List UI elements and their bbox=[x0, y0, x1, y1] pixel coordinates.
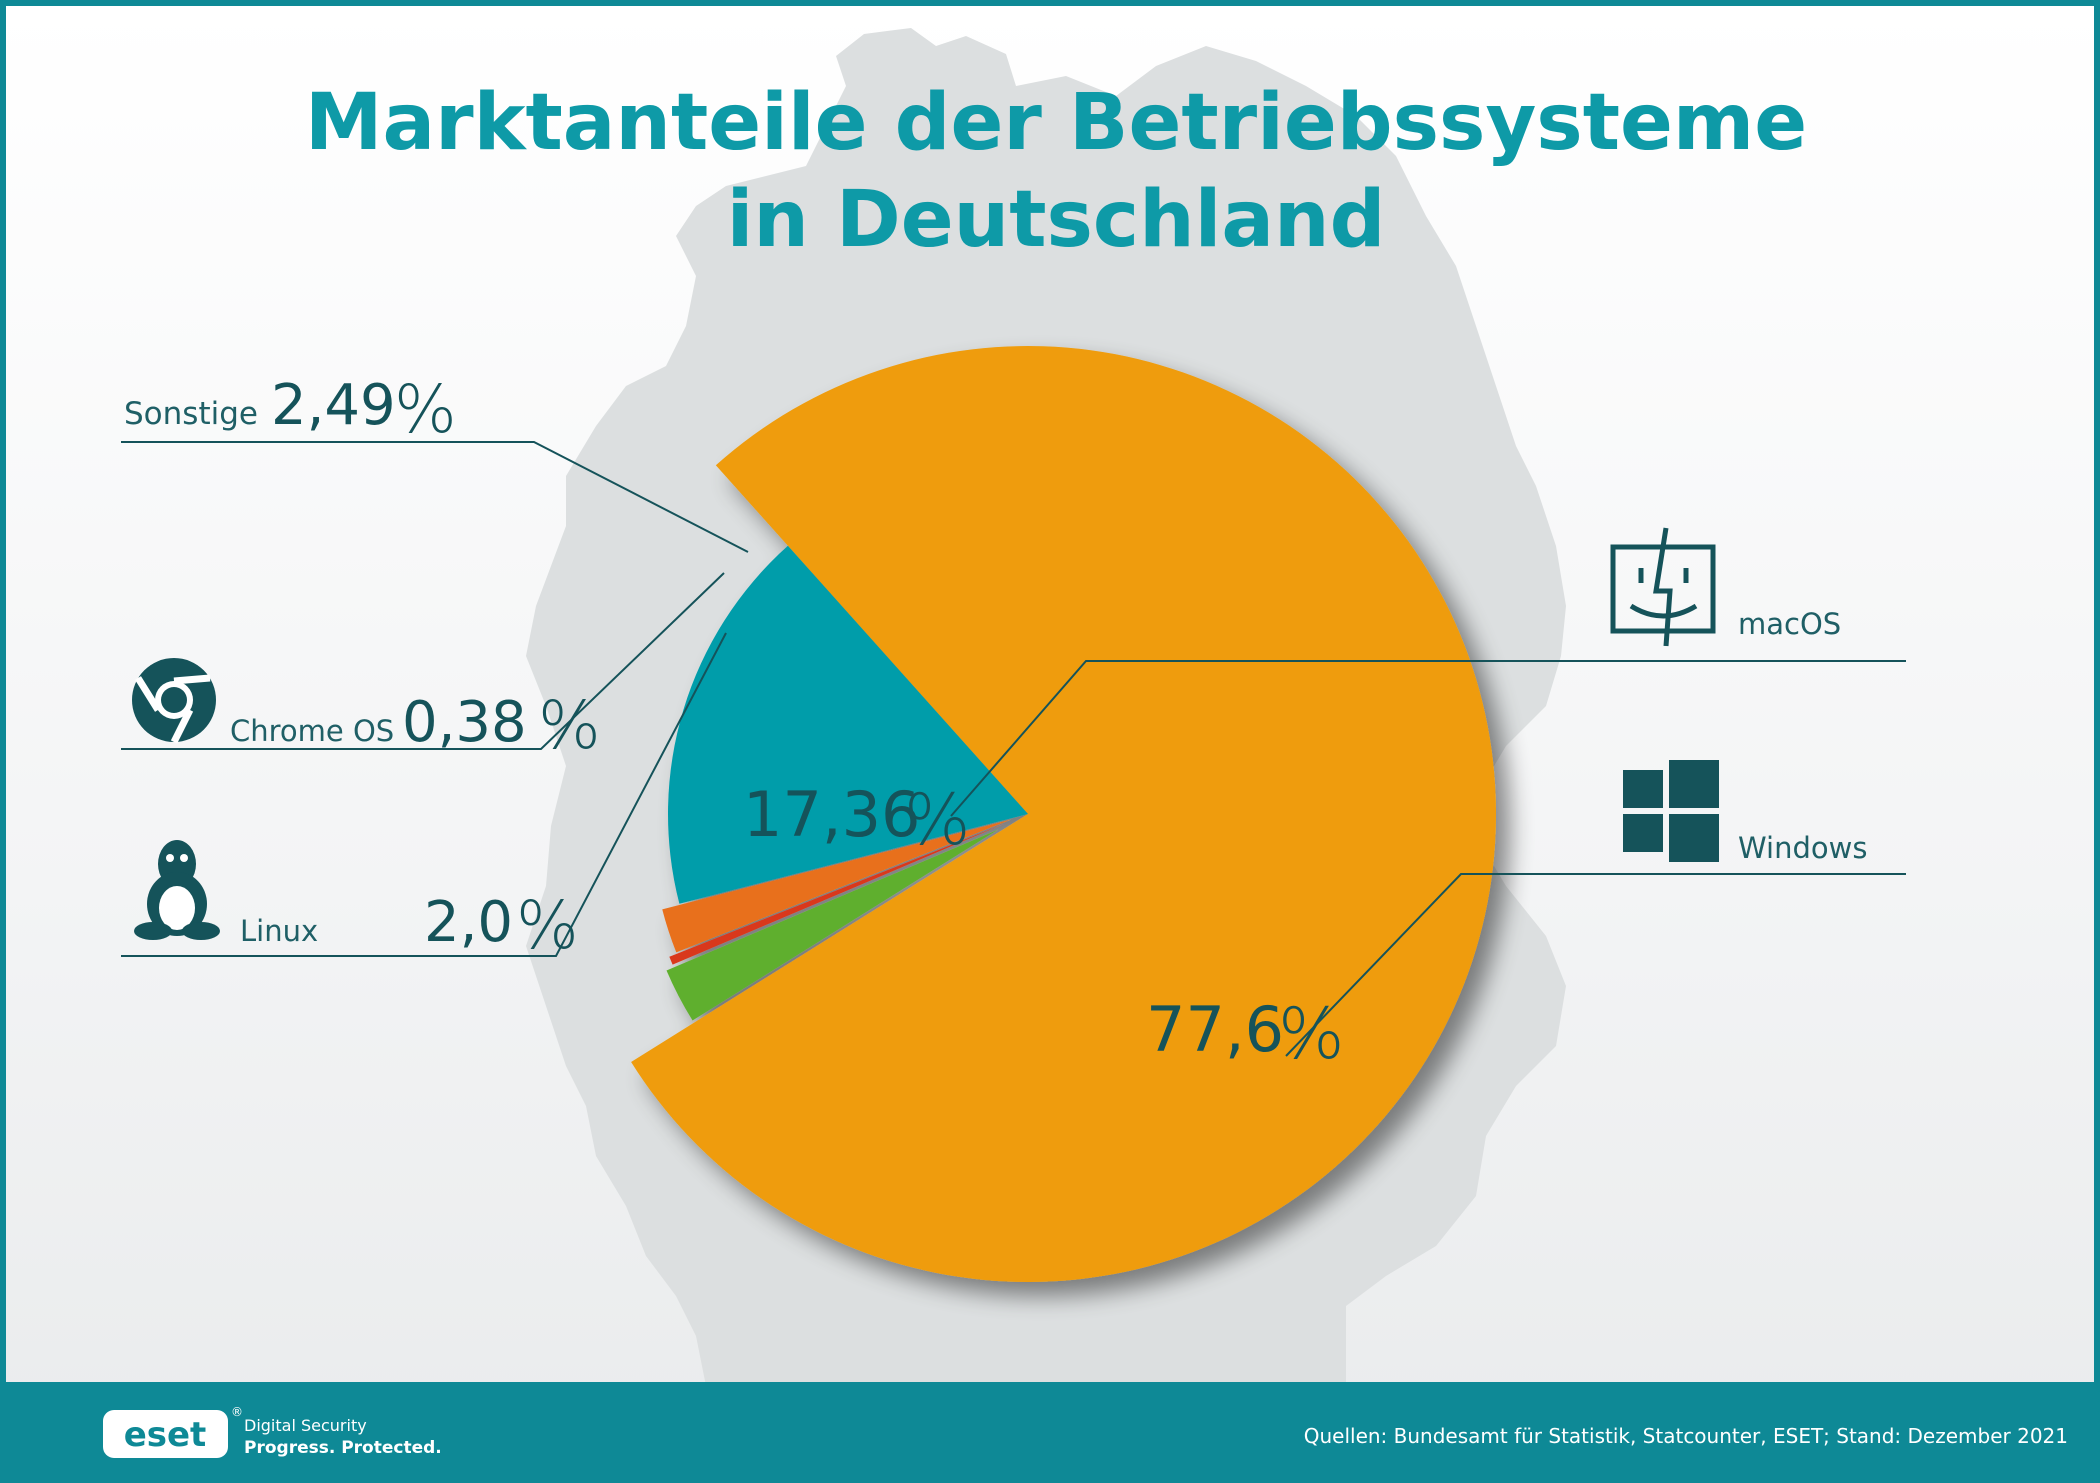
slice-sonstige bbox=[666, 829, 998, 1021]
legend-value-sonstige: 2,49 bbox=[271, 373, 396, 438]
pie-chart: Marktanteile der Betriebssysteme in Deut… bbox=[6, 28, 2094, 1477]
slice-pct-windows: % bbox=[1278, 993, 1345, 1075]
leader-line-linux bbox=[121, 632, 727, 957]
footer-source: Quellen: Bundesamt für Statistik, Statco… bbox=[1304, 1424, 2068, 1448]
leader-line-sonstige bbox=[121, 441, 749, 553]
footer-tagline-2: Progress. Protected. bbox=[244, 1438, 442, 1458]
legend-value-linux: 2,0 bbox=[424, 890, 513, 955]
legend-pct-chrome-os: % bbox=[538, 687, 601, 764]
slice-windows bbox=[631, 346, 1496, 1283]
eset-logo: eset ® bbox=[103, 1405, 243, 1458]
footer-tagline-1: Digital Security bbox=[244, 1416, 367, 1435]
footer-bar bbox=[6, 1382, 2094, 1477]
slice-pct-macos: % bbox=[904, 779, 971, 861]
legend-label-windows: Windows bbox=[1738, 831, 1867, 865]
leader-lines bbox=[121, 441, 1906, 1057]
slice-value-macos: 17,36 bbox=[743, 778, 921, 851]
slice-macos bbox=[668, 545, 1028, 904]
slice-value-windows: 77,6 bbox=[1146, 993, 1284, 1066]
legend-pct-sonstige: % bbox=[394, 371, 457, 448]
svg-text:eset: eset bbox=[124, 1415, 207, 1455]
chart-title-line1: Marktanteile der Betriebssysteme bbox=[305, 78, 1807, 168]
legend-value-chrome-os: 0,38 bbox=[402, 690, 527, 755]
pie-slices bbox=[631, 346, 1496, 1283]
tux-penguin-icon bbox=[134, 840, 220, 940]
slice-chrome-os bbox=[669, 823, 1004, 965]
leader-line-macos bbox=[950, 660, 1906, 817]
legend-pct-linux: % bbox=[516, 887, 579, 964]
leader-line-windows bbox=[1285, 873, 1906, 1057]
legend-label-macos: macOS bbox=[1738, 607, 1841, 641]
finder-face-icon bbox=[1610, 527, 1716, 647]
legend-label-chrome-os: Chrome OS bbox=[230, 714, 394, 748]
legend-label-sonstige: Sonstige bbox=[124, 396, 258, 432]
svg-text:®: ® bbox=[231, 1405, 243, 1419]
chrome-logo-icon bbox=[132, 658, 216, 744]
chart-title-line2: in Deutschland bbox=[727, 175, 1386, 265]
windows-logo-icon bbox=[1623, 760, 1719, 862]
legend-label-linux: Linux bbox=[240, 914, 318, 948]
slice-linux bbox=[662, 819, 1011, 953]
leader-line-chrome-os bbox=[121, 572, 725, 750]
